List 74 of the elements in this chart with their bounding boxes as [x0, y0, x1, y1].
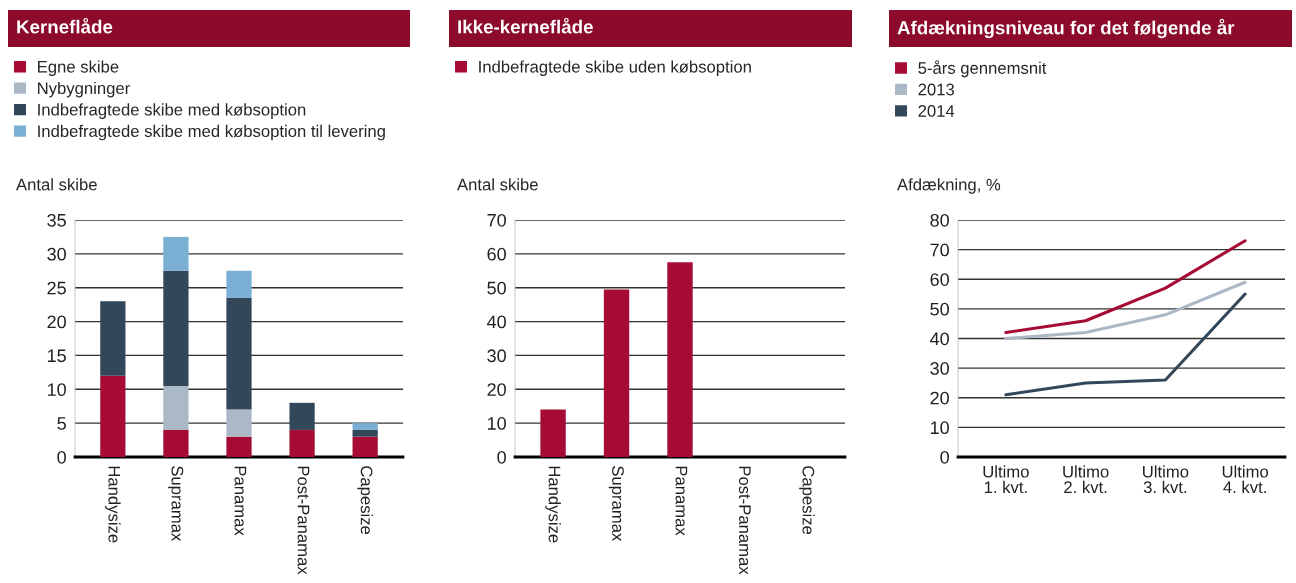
y-axis-title: Antal skibe — [16, 178, 97, 191]
y-tick-label: 50 — [487, 281, 506, 295]
x-tick-label: Panamax — [675, 466, 688, 536]
y-tick-label: 30 — [930, 362, 949, 375]
y-tick-label: 25 — [47, 281, 66, 295]
y-tick-label: 50 — [930, 302, 949, 316]
legend-label: Indbefragtede skibe med købsoption til levering — [38, 124, 385, 141]
x-tick-label: Capesize — [799, 466, 815, 535]
x-tick-label: Post-Panamax — [738, 466, 751, 575]
y-tick-label: 40 — [930, 332, 949, 346]
y-tick-label: 20 — [487, 383, 506, 397]
legend-label: 2013 — [918, 83, 955, 96]
y-axis-title: Afdækning, % — [897, 178, 1001, 194]
bar — [289, 429, 315, 457]
legend-label: 5-års gennemsnit — [918, 60, 1047, 78]
line-series — [1004, 239, 1247, 335]
x-tick-label: Supramax — [608, 466, 624, 542]
y-tick-label: 20 — [930, 391, 949, 405]
x-tick-label: Post-Panamax — [297, 466, 310, 575]
bar — [352, 423, 378, 430]
x-tick-label: Capesize — [357, 466, 373, 535]
bar — [226, 297, 252, 410]
y-tick-label: 60 — [930, 273, 949, 286]
y-tick-label: 40 — [487, 315, 506, 329]
x-tick-label: Supramax — [168, 466, 184, 542]
y-tick-label: 0 — [57, 450, 66, 464]
bar — [289, 402, 315, 430]
y-axis-title: Antal skibe — [457, 178, 538, 191]
y-tick-label: 70 — [487, 213, 506, 227]
legend-label: 2014 — [918, 105, 955, 117]
y-tick-label: 10 — [930, 421, 949, 435]
bar — [163, 236, 189, 271]
y-tick-label: 35 — [47, 213, 66, 227]
y-tick-label: 20 — [47, 315, 66, 329]
y-tick-label: 15 — [47, 349, 66, 363]
bar — [352, 429, 378, 437]
x-tick-label: Ultimo 2. kvt. — [1063, 465, 1109, 494]
chart-title: Afdækningsniveau for det følgende år — [897, 18, 1235, 39]
x-tick-label: Panamax — [234, 466, 247, 536]
bar — [603, 289, 630, 457]
bar — [352, 436, 378, 457]
line-series — [1004, 292, 1247, 397]
y-tick-label: 70 — [930, 243, 949, 257]
bar — [163, 385, 189, 430]
bar — [226, 409, 252, 437]
y-tick-label: 0 — [497, 450, 506, 464]
legend-label: Nybygninger — [38, 81, 130, 98]
bar — [100, 375, 126, 457]
legend-label: Indbefragtede skibe med købsoption — [38, 103, 306, 119]
x-tick-label: Ultimo 4. kvt. — [1222, 465, 1269, 494]
y-tick-label: 60 — [487, 247, 506, 261]
chart-title: Ikke-kerneflåde — [458, 17, 593, 34]
legend-label: Indbefragtede skibe uden købsoption — [479, 60, 751, 76]
y-tick-label: 10 — [487, 417, 506, 430]
x-tick-label: Handysize — [105, 466, 121, 543]
chart-title: Kerneflåde — [17, 17, 113, 34]
bar — [100, 301, 126, 376]
y-tick-label: 30 — [47, 247, 66, 261]
bar — [667, 262, 693, 457]
y-tick-label: 0 — [940, 450, 949, 464]
x-tick-label: Ultimo 1. kvt. — [983, 465, 1029, 494]
bar — [163, 429, 189, 457]
y-tick-label: 5 — [57, 417, 66, 430]
x-tick-label: Ultimo 3. kvt. — [1143, 465, 1189, 494]
bar — [226, 270, 252, 298]
bar — [163, 270, 189, 386]
line-series — [1004, 280, 1247, 341]
bar — [226, 436, 252, 457]
y-tick-label: 30 — [487, 349, 506, 363]
y-tick-label: 80 — [930, 213, 949, 227]
legend-label: Egne skibe — [38, 60, 119, 76]
bar — [540, 409, 566, 457]
x-tick-label: Handysize — [545, 466, 561, 543]
y-tick-label: 10 — [47, 383, 66, 397]
